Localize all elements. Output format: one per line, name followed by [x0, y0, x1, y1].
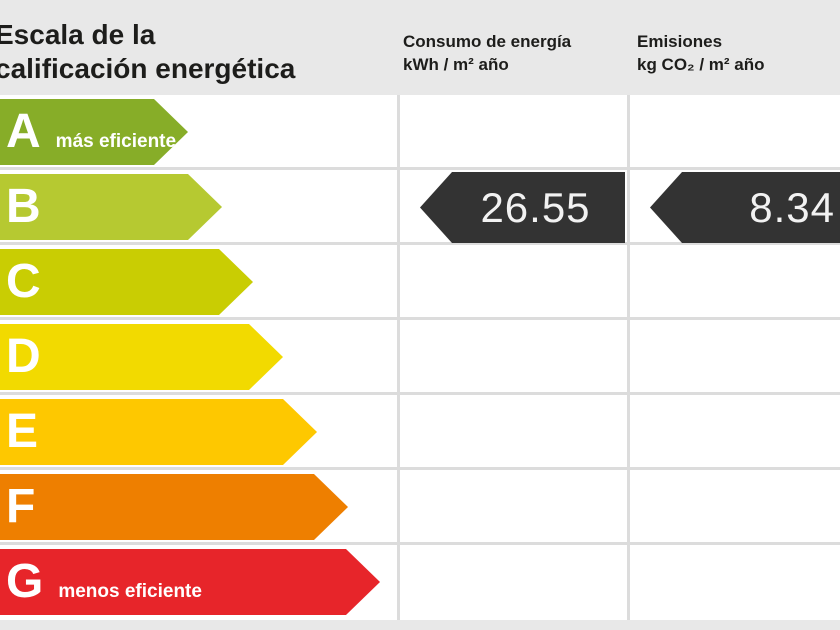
scale-row-e: E — [0, 395, 840, 470]
emissions-unit: kg CO₂ / m² año — [637, 55, 765, 74]
grade-arrow: A más eficiente — [0, 99, 188, 165]
grade-letter: D — [6, 330, 41, 383]
page-title: Escala de la calificación energética — [0, 18, 295, 86]
grade-letter: A — [6, 105, 41, 158]
title-line-2: calificación energética — [0, 53, 296, 84]
grade-letter: F — [6, 480, 36, 533]
consumption-value-arrow: 26.55 — [420, 172, 625, 243]
grade-arrow: C — [0, 249, 253, 315]
grade-letter: B — [6, 180, 41, 233]
consumption-label: Consumo de energía — [403, 32, 572, 51]
emissions-label: Emisiones — [637, 32, 723, 51]
column-divider-consumption — [397, 95, 400, 620]
grade-letter: C — [6, 255, 41, 308]
column-divider-emissions — [627, 95, 630, 620]
scale-row-g: G menos eficiente — [0, 545, 840, 620]
scale-row-b: B — [0, 170, 840, 245]
emissions-value: 8.34 — [749, 183, 835, 231]
scale-row-c: C — [0, 245, 840, 320]
grade-letter: E — [6, 405, 39, 458]
grade-note: menos eficiente — [58, 581, 202, 602]
grade-arrow: G menos eficiente — [0, 549, 380, 615]
grade-letter: G — [6, 555, 44, 608]
grade-note: más eficiente — [55, 131, 177, 152]
title-line-1: Escala de la — [0, 19, 156, 50]
column-header-consumption: Consumo de energía kWh / m² año — [403, 30, 571, 76]
grade-arrow: B — [0, 174, 222, 240]
scale-grid: 26.55 8.34 A más eficiente B C — [0, 95, 840, 620]
column-header-emissions: Emisiones kg CO₂ / m² año — [637, 30, 765, 76]
consumption-value: 26.55 — [480, 183, 591, 231]
emissions-value-arrow: 8.34 — [650, 172, 840, 243]
scale-row-a: A más eficiente — [0, 95, 840, 170]
grade-arrow: F — [0, 474, 348, 540]
grade-arrow: D — [0, 324, 283, 390]
scale-row-d: D — [0, 320, 840, 395]
consumption-unit: kWh / m² año — [403, 55, 509, 74]
scale-row-f: F — [0, 470, 840, 545]
grade-arrow: E — [0, 399, 317, 465]
